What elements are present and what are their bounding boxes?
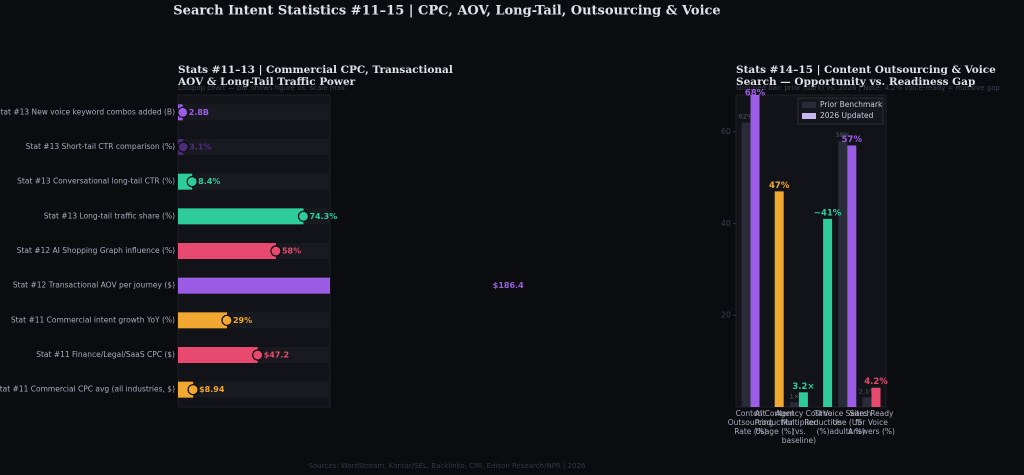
chart-title: Stats #11–13 | Commercial CPC, Transacti… — [177, 64, 453, 88]
y-tick-label: Stat #12 AI Shopping Graph influence (%) — [17, 246, 175, 255]
bar — [741, 122, 751, 407]
chart-subtitle: Lollipop chart — bar shows figure vs. sc… — [178, 84, 345, 92]
legend-label: 2026 Updated — [820, 111, 874, 120]
value-label: 62% — [739, 113, 753, 121]
marker — [297, 210, 310, 222]
x-tick-label: AI Content Production Usage (%) — [754, 409, 795, 436]
value-label: 2.1% — [859, 387, 876, 395]
bar — [178, 277, 330, 294]
y-tick-label: Stat #13 New voice keyword combos added … — [0, 107, 175, 116]
track — [178, 104, 330, 121]
page-title: Search Intent Statistics #11–15 | CPC, A… — [173, 4, 720, 19]
track — [178, 173, 330, 190]
bar — [871, 387, 881, 407]
value-label: 57% — [842, 135, 863, 145]
y-tick-label: Stat #13 Conversational long-tail CTR (%… — [17, 177, 175, 186]
value-label: 58% — [282, 247, 301, 256]
bar — [789, 402, 799, 407]
marker — [270, 245, 282, 257]
chart-subtitle: Grouped bar: prior (dark) vs. 2026 | Not… — [736, 84, 1000, 92]
value-label: 29% — [233, 316, 252, 325]
bar — [847, 145, 857, 407]
bar — [178, 243, 276, 259]
marker — [252, 349, 264, 361]
value-label: 58% — [836, 131, 850, 139]
footer: Sources: WordStream, Kantar/SEL, Backlin… — [309, 462, 586, 470]
legend-swatch — [802, 113, 816, 119]
y-tick-label: Stat #11 Commercial CPC avg (all industr… — [0, 385, 175, 394]
x-tick-label: Time Reduction (%) — [804, 409, 842, 436]
value-label: $186.4 — [493, 281, 524, 290]
legend-swatch — [802, 102, 816, 108]
bar — [798, 392, 808, 407]
y-tick-label: 20 — [721, 311, 731, 320]
y-tick-label: Stat #11 Commercial intent growth YoY (%… — [11, 315, 175, 324]
y-tick-label: Stat #12 Transactional AOV per journey (… — [13, 281, 175, 290]
bar — [178, 312, 227, 329]
track — [178, 381, 330, 398]
marker — [177, 141, 189, 153]
y-tick-label: Stat #13 Long-tail traffic share (%) — [44, 211, 175, 220]
marker — [187, 384, 199, 396]
marker — [177, 106, 189, 118]
bar — [774, 191, 784, 407]
x-tick-label: Agency Cost Multiplier (vs. baseline) — [775, 409, 823, 445]
value-label: ~41% — [814, 208, 842, 218]
x-tick-label: Sites Ready for Voice Answers (%) — [848, 409, 895, 436]
bar — [178, 208, 304, 225]
right-plot — [735, 94, 887, 408]
legend-label: Prior Benchmark — [820, 100, 883, 109]
value-label: 74.3% — [309, 212, 337, 221]
value-label: 4.2% — [864, 377, 888, 387]
value-label: 2.8B — [189, 108, 209, 117]
x-tick-label: Voice Search Use (US adults %) — [823, 409, 872, 436]
track — [178, 139, 330, 155]
value-label: $8.94 — [199, 385, 225, 394]
y-tick-label: 60 — [721, 127, 731, 136]
bar — [823, 218, 833, 407]
chart-title: Stats #14–15 | Content Outsourcing & Voi… — [736, 64, 996, 88]
bar — [838, 140, 848, 407]
marker — [221, 314, 233, 326]
bar — [178, 347, 258, 363]
bar — [862, 397, 872, 407]
bar — [750, 95, 760, 407]
value-label: 1× — [790, 392, 800, 400]
y-tick-label: 40 — [721, 219, 731, 228]
y-tick-label: Stat #11 Finance/Legal/SaaS CPC ($) — [36, 350, 175, 359]
value-label: 8.4% — [198, 177, 220, 186]
value-label: 3.2× — [792, 382, 814, 392]
x-tick-label: Content Outsourcing Rate (%) — [727, 409, 774, 436]
value-label: 68% — [745, 89, 766, 99]
y-tick-label: Stat #13 Short-tail CTR comparison (%) — [26, 142, 175, 151]
value-label: 47% — [769, 181, 790, 191]
value-label: $47.2 — [264, 351, 289, 360]
value-label: 3.1% — [189, 143, 211, 152]
marker — [186, 176, 198, 188]
